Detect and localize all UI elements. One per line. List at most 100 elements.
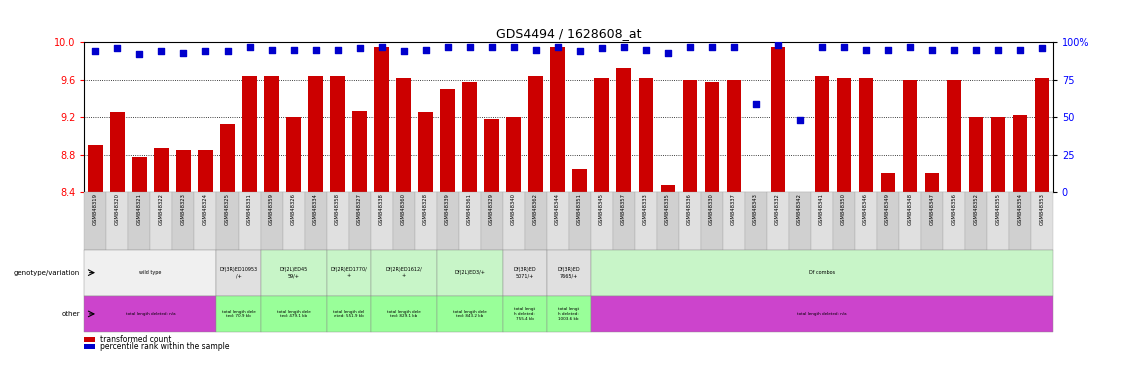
Text: GSM848330: GSM848330 — [709, 193, 714, 225]
Bar — [458, 192, 481, 250]
Bar — [286, 117, 301, 192]
Bar — [370, 250, 437, 296]
Point — [439, 44, 457, 50]
Text: total length dele
ted: 829.1 kb: total length dele ted: 829.1 kb — [386, 310, 420, 318]
Point — [373, 44, 391, 50]
Bar — [507, 117, 520, 192]
Point — [350, 45, 368, 51]
Text: GSM848340: GSM848340 — [511, 193, 516, 225]
Bar — [525, 192, 546, 250]
Bar — [551, 47, 565, 192]
Point — [262, 47, 280, 53]
Bar — [133, 157, 146, 192]
Point — [218, 48, 236, 54]
Point — [659, 50, 677, 56]
Text: GSM848338: GSM848338 — [379, 193, 384, 225]
Bar — [260, 250, 327, 296]
Text: GSM848352: GSM848352 — [973, 193, 978, 225]
Text: GSM848333: GSM848333 — [643, 193, 649, 225]
Text: Df(3R)ED
5071/+: Df(3R)ED 5071/+ — [513, 267, 536, 278]
Bar — [265, 76, 278, 192]
Bar — [396, 78, 411, 192]
Bar — [617, 68, 631, 192]
Bar — [947, 80, 960, 192]
Bar — [546, 192, 569, 250]
Bar — [154, 148, 169, 192]
Bar — [330, 76, 345, 192]
Bar — [370, 296, 437, 332]
Point — [945, 47, 963, 53]
Bar — [705, 83, 718, 192]
Bar — [84, 344, 95, 349]
Point — [592, 45, 610, 51]
Bar — [682, 80, 697, 192]
Text: total lengt
h deleted:
1003.6 kb: total lengt h deleted: 1003.6 kb — [558, 307, 579, 321]
Bar — [546, 296, 591, 332]
Text: GSM848351: GSM848351 — [578, 193, 582, 225]
Text: GSM848357: GSM848357 — [622, 193, 626, 225]
Point — [108, 45, 126, 51]
Point — [131, 51, 149, 57]
Bar — [216, 296, 260, 332]
Text: GSM848336: GSM848336 — [687, 193, 692, 225]
Point — [306, 47, 324, 53]
Point — [483, 44, 501, 50]
Text: GSM848353: GSM848353 — [1039, 193, 1044, 225]
Text: GSM848332: GSM848332 — [775, 193, 780, 225]
Text: other: other — [61, 311, 80, 317]
Point — [681, 44, 699, 50]
Text: total length dele
ted: 843.2 kb: total length dele ted: 843.2 kb — [453, 310, 486, 318]
Bar — [591, 296, 1053, 332]
Point — [241, 44, 259, 50]
Bar — [770, 47, 785, 192]
Bar — [84, 296, 216, 332]
Bar — [942, 192, 965, 250]
Text: GSM848322: GSM848322 — [159, 193, 164, 225]
Text: GSM848349: GSM848349 — [885, 193, 891, 225]
Text: GSM848331: GSM848331 — [247, 193, 252, 225]
Text: GSM848341: GSM848341 — [820, 193, 824, 225]
Bar — [177, 150, 190, 192]
Text: GSM848362: GSM848362 — [533, 193, 538, 225]
Point — [1011, 47, 1029, 53]
Text: GSM848360: GSM848360 — [401, 193, 406, 225]
Bar — [546, 250, 591, 296]
Bar — [309, 76, 323, 192]
Point — [87, 48, 105, 54]
Bar — [172, 192, 195, 250]
Text: GSM848329: GSM848329 — [489, 193, 494, 225]
Text: GSM848361: GSM848361 — [467, 193, 472, 225]
Point — [790, 117, 808, 123]
Bar — [638, 78, 653, 192]
Text: wild type: wild type — [140, 270, 162, 275]
Point — [504, 44, 522, 50]
Bar — [635, 192, 656, 250]
Bar — [793, 192, 807, 206]
Text: GSM848355: GSM848355 — [995, 193, 1000, 225]
Point — [703, 44, 721, 50]
Bar — [986, 192, 1009, 250]
Bar — [814, 76, 829, 192]
Bar — [899, 192, 921, 250]
Point — [394, 48, 412, 54]
Bar — [528, 76, 543, 192]
Bar — [903, 80, 917, 192]
Text: total length dele
ted: 70.9 kb: total length dele ted: 70.9 kb — [222, 310, 256, 318]
Text: Df(2R)ED1612/
+: Df(2R)ED1612/ + — [385, 267, 422, 278]
Bar — [968, 117, 983, 192]
Point — [834, 44, 852, 50]
Bar — [437, 250, 502, 296]
Bar — [700, 192, 723, 250]
Text: GSM848339: GSM848339 — [445, 193, 450, 225]
Point — [197, 48, 215, 54]
Bar — [216, 250, 260, 296]
Point — [417, 47, 435, 53]
Bar — [242, 76, 257, 192]
Point — [813, 44, 831, 50]
Bar — [393, 192, 414, 250]
Text: GSM848328: GSM848328 — [423, 193, 428, 225]
Text: total length deleted: n/a: total length deleted: n/a — [126, 312, 176, 316]
Bar — [414, 192, 437, 250]
Bar — [239, 192, 260, 250]
Point — [857, 47, 875, 53]
